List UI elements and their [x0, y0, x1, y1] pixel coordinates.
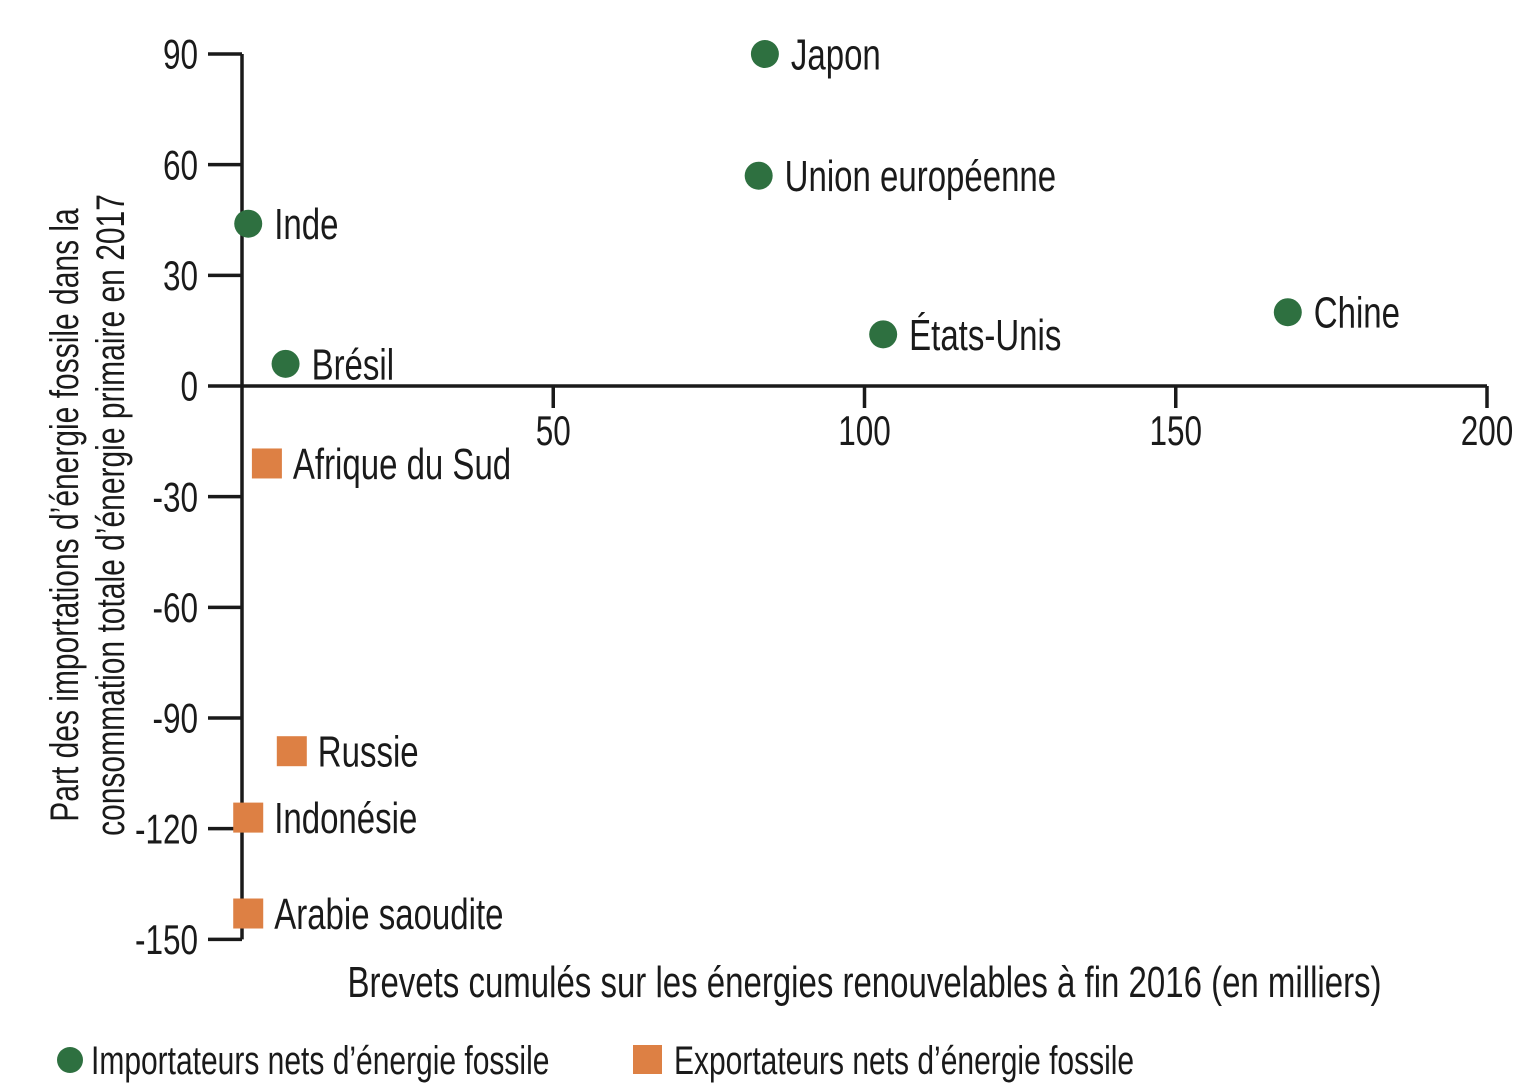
data-point-afrique-du-sud-label: Afrique du Sud: [293, 440, 511, 489]
data-point-chine: [1273, 298, 1302, 327]
y-tick-label: 30: [163, 252, 198, 300]
data-point-bresil-label: Brésil: [312, 341, 394, 390]
data-point-bresil: [271, 349, 300, 378]
y-tick-label: 60: [163, 141, 198, 189]
y-tick-label: -90: [152, 694, 198, 742]
x-tick-label: 100: [838, 407, 891, 455]
legend-importateurs-nets-d-energie-fossile-label: Importateurs nets d’énergie fossile: [91, 1039, 549, 1083]
legend-exportateurs-nets-d-energie-fossile-label: Exportateurs nets d’énergie fossile: [674, 1039, 1134, 1083]
data-point-indonesie: [233, 802, 264, 833]
x-tick-label: 150: [1149, 407, 1202, 455]
data-point-union-europeenne-label: Union européenne: [785, 153, 1056, 202]
data-point-etats-unis-label: États-Unis: [909, 311, 1061, 360]
data-point-russie: [276, 736, 307, 767]
data-point-etats-unis: [869, 320, 898, 349]
data-point-russie-label: Russie: [318, 728, 419, 777]
x-tick-label: 200: [1461, 407, 1514, 455]
data-point-indonesie-label: Indonésie: [274, 795, 417, 844]
data-point-japon-label: Japon: [791, 31, 881, 80]
y-tick-label: -60: [152, 584, 198, 632]
data-point-inde: [234, 209, 263, 238]
data-point-inde-label: Inde: [274, 201, 338, 250]
data-point-arabie-saoudite: [233, 898, 264, 929]
data-point-chine-label: Chine: [1314, 289, 1400, 338]
x-axis-title: Brevets cumulés sur les énergies renouve…: [347, 959, 1381, 1008]
y-tick-label: 0: [180, 362, 198, 410]
data-point-afrique-du-sud: [251, 448, 282, 479]
y-tick-label: -120: [135, 805, 198, 853]
legend-exportateurs-nets-d-energie-fossile-marker: [633, 1045, 662, 1074]
y-tick-label: -150: [135, 916, 198, 964]
y-tick-label: 90: [163, 30, 198, 78]
y-axis-title-line1: Part des importations d’énergie fossile …: [43, 208, 87, 822]
data-point-japon: [750, 40, 779, 68]
legend-importateurs-nets-d-energie-fossile-marker: [57, 1047, 83, 1073]
y-tick-label: -30: [152, 473, 198, 521]
y-axis-title-line2: consommation totale d’énergie primaire e…: [89, 194, 133, 836]
data-point-union-europeenne: [744, 161, 773, 190]
data-point-arabie-saoudite-label: Arabie saoudite: [274, 890, 503, 939]
x-tick-label: 50: [536, 407, 571, 455]
